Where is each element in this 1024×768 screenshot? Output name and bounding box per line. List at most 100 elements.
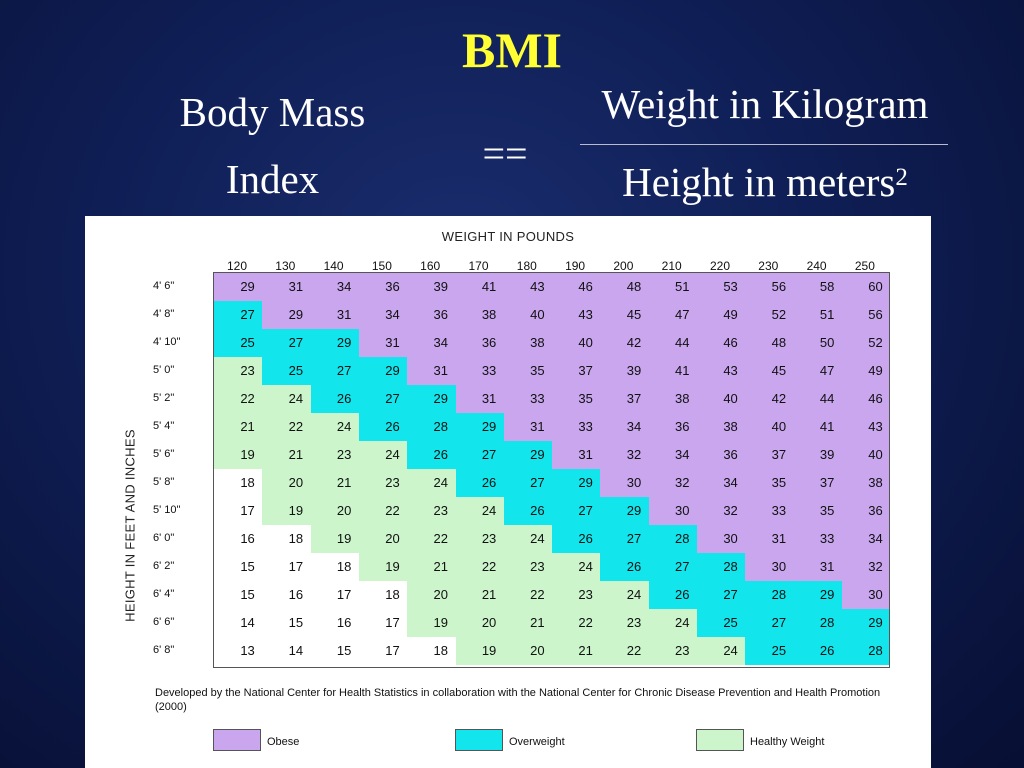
bmi-cell: 13: [214, 637, 263, 665]
bmi-cell: 31: [262, 273, 312, 301]
formula-equals: ==: [482, 131, 528, 176]
bmi-cell: 31: [745, 525, 795, 553]
bmi-cell: 34: [358, 301, 408, 329]
bmi-cell: 19: [455, 637, 505, 665]
row-header: 6' 2": [153, 560, 175, 572]
bmi-cell: 24: [552, 553, 601, 581]
bmi-cell: 35: [745, 469, 795, 497]
bmi-cell: 20: [503, 637, 553, 665]
bmi-cell: 26: [310, 385, 360, 413]
bmi-cell: 38: [503, 329, 553, 357]
bmi-cell: 22: [552, 609, 601, 637]
bmi-cell: 48: [600, 273, 650, 301]
bmi-cell: 27: [697, 581, 746, 609]
column-header-240: 240: [806, 259, 827, 273]
formula-numerator: Weight in Kilogram: [601, 81, 929, 127]
bmi-cell: 31: [455, 385, 505, 413]
bmi-cell: 30: [841, 581, 889, 609]
row-header: 5' 4": [153, 420, 175, 432]
column-header-200: 200: [613, 259, 634, 273]
bmi-cell: 31: [503, 413, 553, 441]
bmi-cell: 29: [407, 385, 456, 413]
bmi-cell: 31: [793, 553, 843, 581]
bmi-cell: 36: [455, 329, 505, 357]
bmi-cell: 19: [310, 525, 360, 553]
bmi-cell: 33: [552, 413, 601, 441]
bmi-cell: 21: [262, 441, 312, 469]
row-header: 6' 8": [153, 644, 175, 656]
row-header: 6' 4": [153, 588, 175, 600]
bmi-cell: 22: [455, 553, 505, 581]
denominator-exponent: 2: [895, 164, 908, 191]
bmi-cell: 29: [552, 469, 601, 497]
bmi-cell: 28: [648, 525, 698, 553]
bmi-cell: 21: [552, 637, 601, 665]
bmi-cell: 43: [841, 413, 889, 441]
bmi-cell: 14: [262, 637, 312, 665]
bmi-cell: 41: [793, 413, 843, 441]
bmi-cell: 17: [214, 497, 263, 525]
bmi-cell: 27: [745, 609, 795, 637]
bmi-cell: 23: [310, 441, 360, 469]
bmi-cell: 34: [648, 441, 698, 469]
column-header-220: 220: [709, 259, 731, 273]
bmi-cell: 38: [841, 469, 889, 497]
bmi-cell: 23: [503, 553, 553, 581]
bmi-cell: 29: [455, 413, 505, 441]
bmi-cell: 15: [214, 581, 263, 609]
bmi-cell: 51: [648, 273, 698, 301]
bmi-cell: 18: [214, 469, 263, 497]
bmi-cell: 50: [793, 329, 843, 357]
bmi-cell: 35: [793, 497, 843, 525]
bmi-cell: 29: [600, 497, 650, 525]
bmi-cell: 27: [310, 357, 360, 385]
row-header: 4' 6": [153, 280, 175, 292]
bmi-cell: 24: [697, 637, 746, 665]
bmi-cell: 28: [745, 581, 795, 609]
bmi-cell: 27: [455, 441, 505, 469]
bmi-cell: 28: [841, 637, 889, 665]
column-header-250: 250: [854, 259, 875, 273]
bmi-cell: 36: [841, 497, 889, 525]
column-header-170: 170: [468, 259, 489, 273]
bmi-cell: 25: [262, 357, 312, 385]
formula-lhs-line1: Body Mass: [179, 89, 366, 135]
bmi-cell: 24: [358, 441, 408, 469]
bmi-cell: 19: [358, 553, 408, 581]
bmi-cell: 43: [552, 301, 601, 329]
bmi-cell: 24: [503, 525, 553, 553]
bmi-cell: 31: [552, 441, 601, 469]
bmi-cell: 39: [793, 441, 843, 469]
bmi-cell: 24: [648, 609, 698, 637]
bmi-cell: 23: [552, 581, 601, 609]
row-header: 4' 8": [153, 308, 175, 320]
bmi-cell: 45: [600, 301, 650, 329]
bmi-cell: 22: [262, 413, 312, 441]
bmi-cell: 24: [455, 497, 505, 525]
row-header: 6' 0": [153, 532, 175, 544]
row-header: 5' 0": [153, 364, 175, 376]
bmi-chart-panel: WEIGHT IN POUNDS HEIGHT IN FEET AND INCH…: [85, 216, 931, 768]
bmi-cell: 17: [262, 553, 312, 581]
bmi-cell: 38: [455, 301, 505, 329]
bmi-cell: 21: [310, 469, 360, 497]
bmi-cell: 18: [358, 581, 408, 609]
bmi-cell: 56: [745, 273, 795, 301]
row-header: 6' 6": [153, 616, 175, 628]
bmi-cell: 40: [745, 413, 795, 441]
bmi-cell: 58: [793, 273, 843, 301]
bmi-cell: 51: [793, 301, 843, 329]
bmi-cell: 19: [262, 497, 312, 525]
bmi-cell: 52: [745, 301, 795, 329]
bmi-cell: 27: [262, 329, 312, 357]
column-header-160: 160: [420, 259, 441, 273]
bmi-cell: 23: [455, 525, 505, 553]
legend-label-overweight: Overweight: [509, 736, 565, 748]
bmi-cell: 21: [455, 581, 505, 609]
bmi-cell: 46: [552, 273, 601, 301]
bmi-cell: 22: [407, 525, 456, 553]
row-header: 5' 6": [153, 448, 175, 460]
bmi-cell: 37: [600, 385, 650, 413]
legend-swatch-overweight: [455, 729, 503, 751]
row-header: 4' 10": [153, 336, 181, 348]
